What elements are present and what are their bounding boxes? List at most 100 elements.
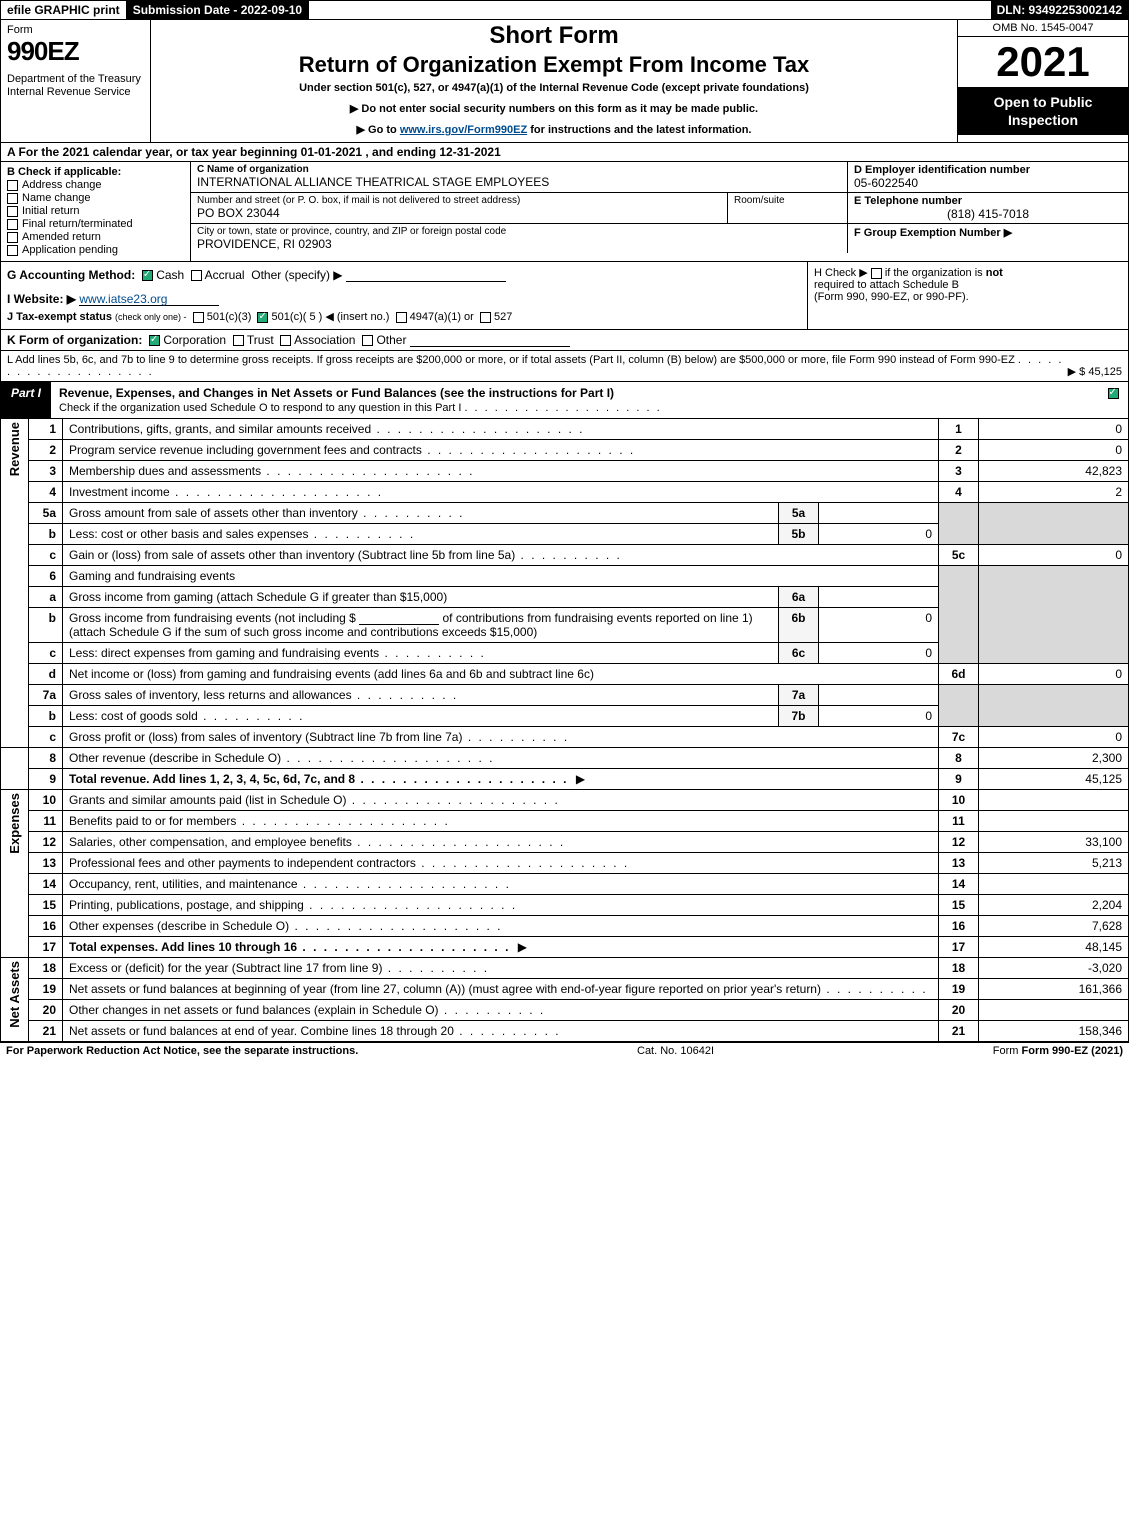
j-501c: 501(c)( 5 ) ◀ (insert no.) (272, 311, 390, 323)
n6d: d (29, 664, 63, 685)
r12: 12 (939, 832, 979, 853)
website-link[interactable]: www.iatse23.org (79, 292, 219, 306)
r1: 1 (939, 419, 979, 440)
opt-name-change: Name change (22, 192, 91, 204)
d-label: D Employer identification number (854, 164, 1122, 176)
chk-other[interactable] (362, 335, 373, 346)
d17: Total expenses. Add lines 10 through 16 … (63, 937, 939, 958)
part-i-check[interactable] (1098, 382, 1128, 418)
chk-trust[interactable] (233, 335, 244, 346)
side-revenue: Revenue (1, 419, 29, 748)
form-header: Form 990EZ Department of the Treasury In… (0, 20, 1129, 143)
r20: 20 (939, 1000, 979, 1021)
n6c: c (29, 643, 63, 664)
footer-right: Form Form 990-EZ (2021) (993, 1045, 1123, 1057)
chk-name-change[interactable]: Name change (7, 192, 184, 204)
n9: 9 (29, 769, 63, 790)
n14: 14 (29, 874, 63, 895)
n6: 6 (29, 566, 63, 587)
row-a-tax-year: A For the 2021 calendar year, or tax yea… (0, 143, 1129, 162)
d15: Printing, publications, postage, and shi… (63, 895, 939, 916)
line-6d: d Net income or (loss) from gaming and f… (1, 664, 1129, 685)
chk-accrual[interactable] (191, 270, 202, 281)
d4-text: Investment income (69, 485, 383, 499)
line-13: 13 Professional fees and other payments … (1, 853, 1129, 874)
shade-5 (939, 503, 979, 545)
footer-left: For Paperwork Reduction Act Notice, see … (6, 1045, 358, 1057)
side-revenue-text: Revenue (7, 422, 22, 476)
k-other-field[interactable] (410, 333, 570, 347)
sv7a (819, 685, 939, 706)
d7b: Less: cost of goods sold (63, 706, 779, 727)
d10-text: Grants and similar amounts paid (list in… (69, 793, 560, 807)
sr6c: 6c (779, 643, 819, 664)
amt-6b-field[interactable] (359, 611, 439, 625)
v5c: 0 (979, 545, 1129, 566)
v16: 7,628 (979, 916, 1129, 937)
g-other: Other (specify) ▶ (251, 268, 342, 282)
k-assoc: Association (294, 333, 355, 347)
r8: 8 (939, 748, 979, 769)
d1: Contributions, gifts, grants, and simila… (63, 419, 939, 440)
d21-text: Net assets or fund balances at end of ye… (69, 1024, 561, 1038)
r5c: 5c (939, 545, 979, 566)
line-18: Net Assets 18 Excess or (deficit) for th… (1, 958, 1129, 979)
footer-right-text: Form 990-EZ (2021) (1022, 1045, 1123, 1057)
efile-print[interactable]: efile GRAPHIC print (1, 1, 127, 19)
shade-6v (979, 566, 1129, 664)
line-20: 20 Other changes in net assets or fund b… (1, 1000, 1129, 1021)
j-sub: (check only one) - (115, 312, 187, 322)
chk-h[interactable] (871, 268, 882, 279)
line-3: 3 Membership dues and assessments 3 42,8… (1, 461, 1129, 482)
opt-address-change: Address change (22, 179, 102, 191)
chk-501c[interactable] (257, 312, 268, 323)
row-l: L Add lines 5b, 6c, and 7b to line 9 to … (0, 351, 1129, 382)
r3: 3 (939, 461, 979, 482)
k-corp: Corporation (163, 333, 226, 347)
do-not-enter: ▶ Do not enter social security numbers o… (159, 102, 949, 115)
checkbox-icon (7, 232, 18, 243)
sr5a: 5a (779, 503, 819, 524)
chk-application-pending[interactable]: Application pending (7, 244, 184, 256)
shade-6 (939, 566, 979, 664)
dots-icon (464, 402, 661, 414)
org-name: INTERNATIONAL ALLIANCE THEATRICAL STAGE … (197, 175, 841, 189)
line-12: 12 Salaries, other compensation, and emp… (1, 832, 1129, 853)
n19: 19 (29, 979, 63, 1000)
chk-amended-return[interactable]: Amended return (7, 231, 184, 243)
chk-initial-return[interactable]: Initial return (7, 205, 184, 217)
sr6a: 6a (779, 587, 819, 608)
chk-final-return[interactable]: Final return/terminated (7, 218, 184, 230)
checkbox-icon (7, 206, 18, 217)
l-text-span: L Add lines 5b, 6c, and 7b to line 9 to … (7, 354, 1015, 366)
n1: 1 (29, 419, 63, 440)
r13: 13 (939, 853, 979, 874)
part-i-title: Revenue, Expenses, and Changes in Net As… (51, 382, 1098, 418)
chk-corp[interactable] (149, 335, 160, 346)
d14-text: Occupancy, rent, utilities, and maintena… (69, 877, 511, 891)
n17: 17 (29, 937, 63, 958)
v14 (979, 874, 1129, 895)
chk-assoc[interactable] (280, 335, 291, 346)
v7c: 0 (979, 727, 1129, 748)
d11-text: Benefits paid to or for members (69, 814, 450, 828)
d6b-1: Gross income from fundraising events (no… (69, 611, 356, 625)
chk-4947[interactable] (396, 312, 407, 323)
go-to-line: ▶ Go to www.irs.gov/Form990EZ for instru… (159, 123, 949, 136)
line-8: 8 Other revenue (describe in Schedule O)… (1, 748, 1129, 769)
irs-link[interactable]: www.irs.gov/Form990EZ (400, 124, 527, 136)
chk-527[interactable] (480, 312, 491, 323)
sr6b: 6b (779, 608, 819, 643)
r7c: 7c (939, 727, 979, 748)
n20: 20 (29, 1000, 63, 1021)
g-other-field[interactable] (346, 268, 506, 282)
header-right: OMB No. 1545-0047 2021 Open to Public In… (958, 20, 1128, 142)
goto-pre: ▶ Go to (357, 124, 400, 136)
chk-cash[interactable] (142, 270, 153, 281)
d6d: Net income or (loss) from gaming and fun… (63, 664, 939, 685)
sr7b: 7b (779, 706, 819, 727)
chk-501c3[interactable] (193, 312, 204, 323)
d7a-text: Gross sales of inventory, less returns a… (69, 688, 458, 702)
chk-address-change[interactable]: Address change (7, 179, 184, 191)
n2: 2 (29, 440, 63, 461)
